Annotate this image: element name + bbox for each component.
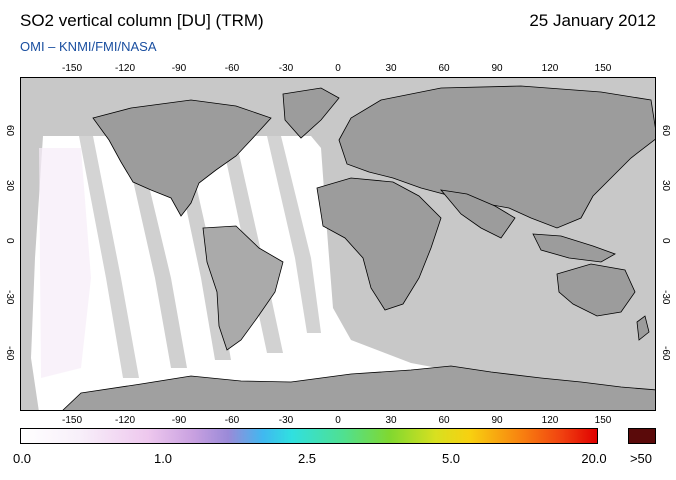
orbit-gap	[123, 136, 187, 368]
landmass-greenland	[282, 87, 340, 139]
lat-tick-left: 60	[4, 125, 15, 137]
lat-tick-left: 30	[4, 180, 15, 192]
landmass-antarctica	[62, 365, 655, 410]
lon-tick-top: 0	[335, 63, 341, 74]
map-title: SO2 vertical column [DU] (TRM)	[20, 11, 264, 30]
lat-tick-left: -30	[4, 290, 15, 305]
low-value-tint	[39, 148, 91, 378]
colorbar-label: 0.0	[12, 451, 32, 466]
lat-tick-right: 0	[660, 238, 671, 244]
lon-tick-top: -30	[278, 63, 294, 74]
world-map	[20, 77, 656, 411]
colorbar-overflow-swatch	[628, 428, 656, 444]
lon-tick-top: 120	[541, 63, 559, 74]
lon-tick-top: 90	[491, 63, 503, 74]
landmass-africa	[316, 177, 442, 311]
lon-tick-top: 150	[594, 63, 612, 74]
colorbar	[20, 428, 598, 444]
lon-tick-top: -90	[171, 63, 187, 74]
lon-tick-bottom: 30	[385, 415, 397, 426]
lat-tick-left: -60	[4, 346, 15, 361]
landmass-north-america	[92, 99, 272, 217]
colorbar-label: 20.0	[581, 451, 607, 466]
colorbar-overflow-label: >50	[629, 451, 653, 466]
lon-tick-bottom: -150	[61, 415, 83, 426]
lon-tick-top: 30	[385, 63, 397, 74]
map-canvas	[21, 78, 655, 410]
lat-tick-left: 0	[4, 238, 15, 244]
lon-tick-bottom: -60	[224, 415, 240, 426]
colorbar-label: 1.0	[153, 451, 173, 466]
landmass-new-zealand	[636, 315, 650, 341]
lon-tick-bottom: 150	[594, 415, 612, 426]
lat-tick-right: 30	[660, 180, 671, 192]
landmass-south-america	[202, 225, 284, 351]
lon-tick-bottom: -120	[114, 415, 136, 426]
data-source-credit: OMI – KNMI/FMI/NASA	[20, 39, 157, 54]
colorbar-gradient	[21, 429, 597, 443]
lat-tick-right: -30	[660, 290, 671, 305]
lon-tick-bottom: -30	[278, 415, 294, 426]
orbit-gap	[267, 136, 321, 333]
lon-tick-bottom: 60	[438, 415, 450, 426]
lon-tick-top: -120	[114, 63, 136, 74]
map-date: 25 January 2012	[529, 11, 656, 30]
colorbar-label: 5.0	[441, 451, 461, 466]
lat-tick-right: -60	[660, 346, 671, 361]
lon-tick-top: 60	[438, 63, 450, 74]
lon-tick-bottom: -90	[171, 415, 187, 426]
landmass-eurasia	[338, 85, 655, 229]
orbit-gap	[79, 136, 139, 378]
colorbar-label: 2.5	[297, 451, 317, 466]
lat-tick-right: 60	[660, 125, 671, 137]
lon-tick-bottom: 120	[541, 415, 559, 426]
landmass-arabia-india	[440, 189, 516, 239]
lon-tick-bottom: 0	[335, 415, 341, 426]
lon-tick-top: -150	[61, 63, 83, 74]
landmass-australia	[556, 263, 636, 317]
lon-tick-bottom: 90	[491, 415, 503, 426]
landmass-southeast-asia	[532, 233, 616, 263]
lon-tick-top: -60	[224, 63, 240, 74]
